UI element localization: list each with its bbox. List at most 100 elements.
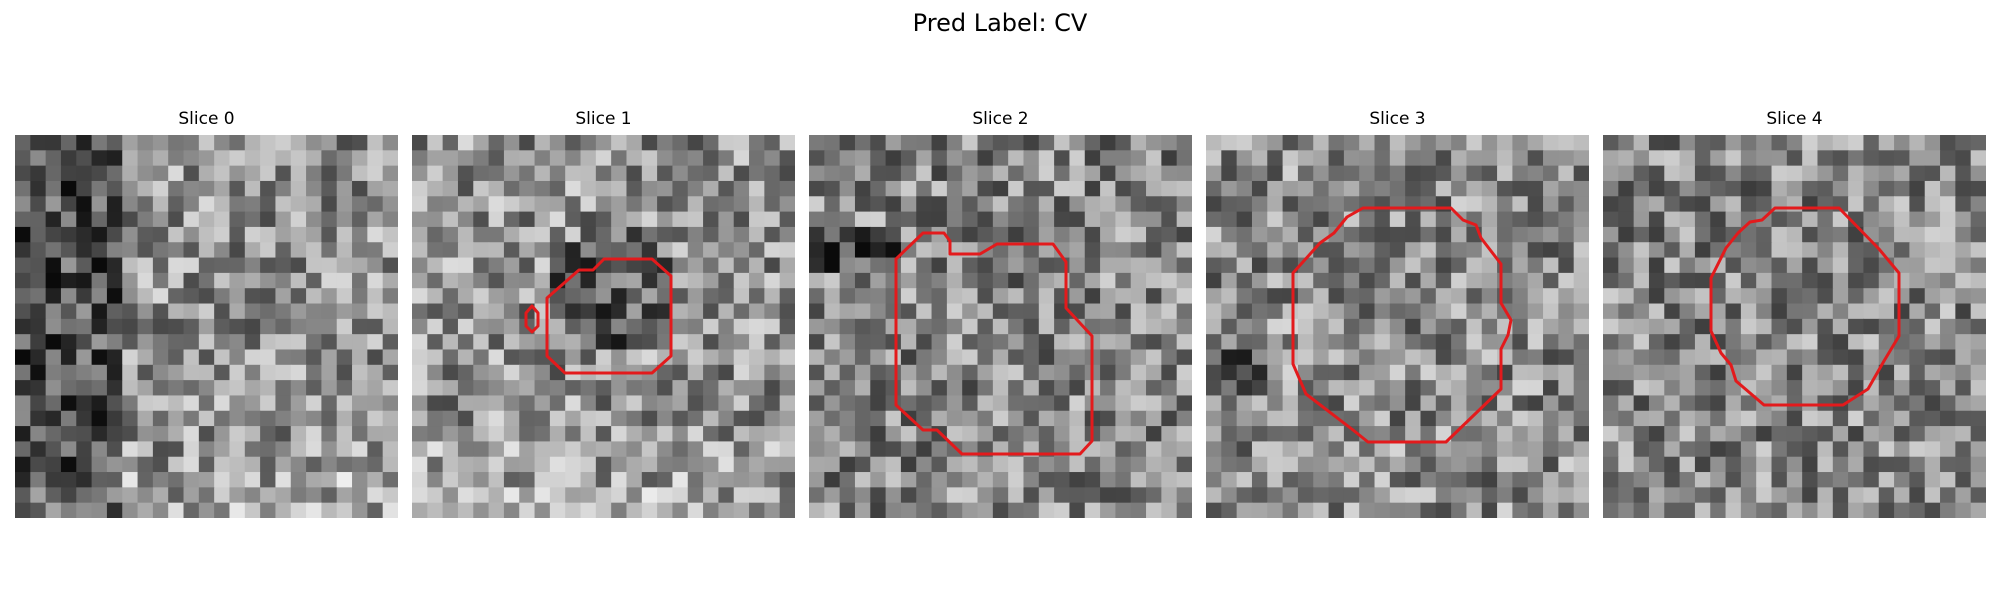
image-pixel bbox=[519, 487, 536, 504]
image-pixel bbox=[749, 226, 765, 243]
image-pixel bbox=[1894, 364, 1910, 381]
image-pixel bbox=[672, 487, 689, 504]
image-pixel bbox=[1940, 226, 1956, 243]
image-pixel bbox=[565, 135, 582, 151]
image-pixel bbox=[1832, 288, 1849, 305]
image-pixel bbox=[1038, 272, 1055, 289]
image-pixel bbox=[91, 502, 108, 518]
image-pixel bbox=[1664, 180, 1681, 197]
image-pixel bbox=[1451, 226, 1468, 243]
image-pixel bbox=[1817, 165, 1834, 182]
image-pixel bbox=[1038, 150, 1055, 167]
image-pixel bbox=[1206, 135, 1222, 151]
image-pixel bbox=[870, 395, 887, 412]
image-pixel bbox=[565, 395, 582, 412]
image-pixel bbox=[1848, 272, 1865, 289]
image-pixel bbox=[1297, 150, 1314, 167]
image-pixel bbox=[1894, 150, 1910, 167]
image-pixel bbox=[290, 487, 307, 504]
image-pixel bbox=[1038, 426, 1055, 442]
image-pixel bbox=[1832, 226, 1849, 243]
image-pixel bbox=[229, 426, 246, 442]
image-pixel bbox=[382, 380, 398, 397]
image-pixel bbox=[733, 426, 750, 442]
image-pixel bbox=[352, 226, 368, 243]
image-pixel bbox=[1038, 472, 1055, 488]
image-pixel bbox=[916, 410, 933, 427]
image-pixel bbox=[519, 334, 536, 351]
image-pixel bbox=[76, 180, 93, 197]
image-pixel bbox=[1297, 487, 1314, 504]
image-pixel bbox=[1817, 334, 1834, 351]
image-pixel bbox=[1648, 196, 1665, 213]
image-pixel bbox=[137, 257, 154, 274]
image-pixel bbox=[1130, 135, 1147, 151]
image-pixel bbox=[779, 334, 795, 351]
image-pixel bbox=[290, 272, 307, 289]
image-pixel bbox=[916, 334, 933, 351]
image-pixel bbox=[229, 349, 246, 366]
image-pixel bbox=[916, 196, 933, 213]
image-pixel bbox=[352, 380, 368, 397]
image-pixel bbox=[1603, 364, 1619, 381]
image-pixel bbox=[306, 150, 322, 167]
image-pixel bbox=[580, 334, 597, 351]
image-pixel bbox=[977, 135, 994, 151]
image-pixel bbox=[1405, 364, 1422, 381]
image-pixel bbox=[1069, 242, 1086, 259]
image-pixel bbox=[152, 441, 169, 458]
image-pixel bbox=[809, 165, 825, 182]
image-pixel bbox=[457, 441, 474, 458]
image-pixel bbox=[1817, 426, 1834, 442]
image-pixel bbox=[1251, 364, 1268, 381]
image-pixel bbox=[260, 334, 277, 351]
image-pixel bbox=[183, 150, 200, 167]
image-pixel bbox=[1297, 364, 1314, 381]
image-pixel bbox=[1771, 318, 1788, 335]
image-pixel bbox=[749, 502, 765, 518]
image-pixel bbox=[946, 334, 963, 351]
image-pixel bbox=[1573, 272, 1589, 289]
image-pixel bbox=[457, 165, 474, 182]
image-pixel bbox=[1924, 226, 1941, 243]
image-pixel bbox=[1100, 410, 1116, 427]
image-pixel bbox=[595, 242, 612, 259]
image-pixel bbox=[1786, 410, 1803, 427]
image-pixel bbox=[427, 334, 444, 351]
image-pixel bbox=[1146, 165, 1162, 182]
image-pixel bbox=[137, 180, 154, 197]
image-pixel bbox=[503, 318, 520, 335]
image-pixel bbox=[244, 349, 261, 366]
image-pixel bbox=[534, 487, 551, 504]
image-pixel bbox=[367, 395, 384, 412]
image-pixel bbox=[1236, 395, 1253, 412]
image-pixel bbox=[854, 364, 871, 381]
image-pixel bbox=[1176, 349, 1192, 366]
image-pixel bbox=[488, 257, 505, 274]
image-pixel bbox=[30, 380, 47, 397]
image-pixel bbox=[503, 410, 520, 427]
image-pixel bbox=[76, 288, 93, 305]
image-pixel bbox=[1558, 180, 1575, 197]
image-pixel bbox=[962, 303, 979, 320]
image-pixel bbox=[565, 165, 582, 182]
image-pixel bbox=[1251, 441, 1268, 458]
image-pixel bbox=[321, 257, 338, 274]
image-pixel bbox=[703, 226, 719, 243]
image-pixel bbox=[1832, 364, 1849, 381]
image-pixel bbox=[1694, 180, 1711, 197]
image-pixel bbox=[1894, 487, 1910, 504]
image-pixel bbox=[1313, 196, 1330, 213]
contour-outline bbox=[894, 231, 1094, 456]
image-pixel bbox=[412, 318, 428, 335]
image-pixel bbox=[1633, 410, 1650, 427]
image-pixel bbox=[885, 242, 902, 259]
image-pixel bbox=[534, 395, 551, 412]
image-pixel bbox=[214, 472, 231, 488]
image-pixel bbox=[106, 196, 123, 213]
image-pixel bbox=[473, 288, 490, 305]
image-pixel bbox=[672, 196, 689, 213]
image-pixel bbox=[824, 196, 841, 213]
image-pixel bbox=[946, 226, 963, 243]
image-pixel bbox=[412, 303, 428, 320]
